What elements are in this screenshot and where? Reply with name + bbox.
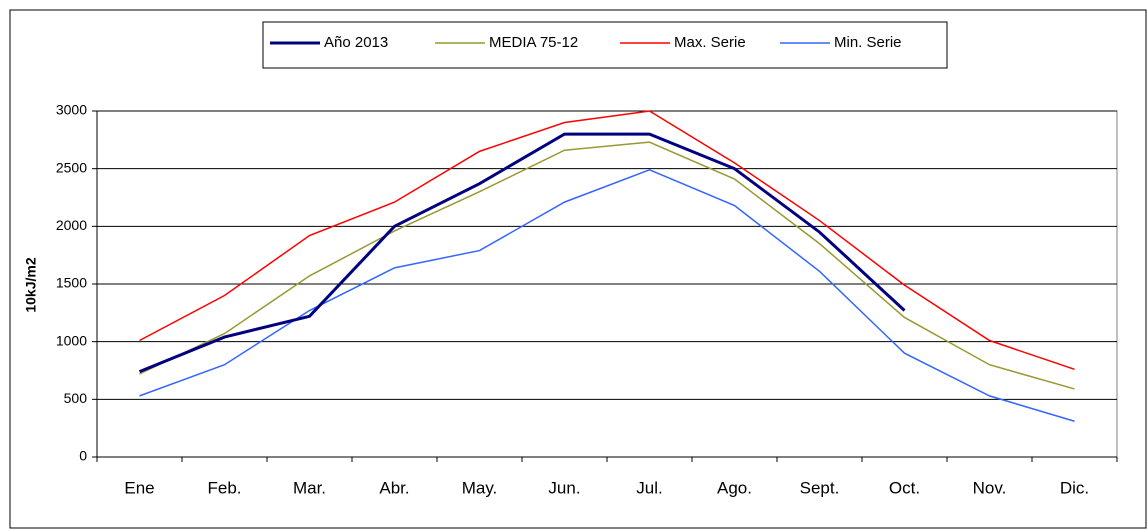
series-line [138, 132, 906, 374]
x-tick-label: Jun. [548, 478, 580, 497]
x-tick-label: Mar. [293, 478, 326, 497]
x-tick-label: Dic. [1060, 478, 1089, 497]
y-tick-label: 0 [79, 448, 87, 464]
y-tick-label: 2500 [56, 159, 87, 175]
y-tick-label: 1500 [56, 275, 87, 291]
y-axis-label: 10kJ/m2 [23, 257, 39, 312]
y-tick-label: 500 [64, 390, 88, 406]
legend-label: Min. Serie [834, 34, 902, 51]
legend-label: Max. Serie [674, 34, 746, 51]
x-tick-label: Oct. [889, 478, 920, 497]
x-tick-label: Abr. [379, 478, 409, 497]
y-tick-label: 3000 [56, 102, 87, 118]
x-tick-label: May. [462, 478, 498, 497]
x-tick-label: Nov. [973, 478, 1007, 497]
legend-label: Año 2013 [324, 34, 388, 51]
x-tick-label: Feb. [207, 478, 241, 497]
x-tick-label: Ene [124, 478, 154, 497]
chart-frame [9, 9, 1147, 529]
y-tick-label: 1000 [56, 332, 87, 348]
x-tick-label: Ago. [717, 478, 752, 497]
y-tick-label: 2000 [56, 217, 87, 233]
legend-label: MEDIA 75-12 [489, 34, 578, 51]
x-tick-label: Jul. [636, 478, 662, 497]
legend-box [262, 21, 948, 69]
series-line [139, 110, 1075, 371]
series-line [139, 141, 1075, 390]
x-tick-label: Sept. [800, 478, 840, 497]
